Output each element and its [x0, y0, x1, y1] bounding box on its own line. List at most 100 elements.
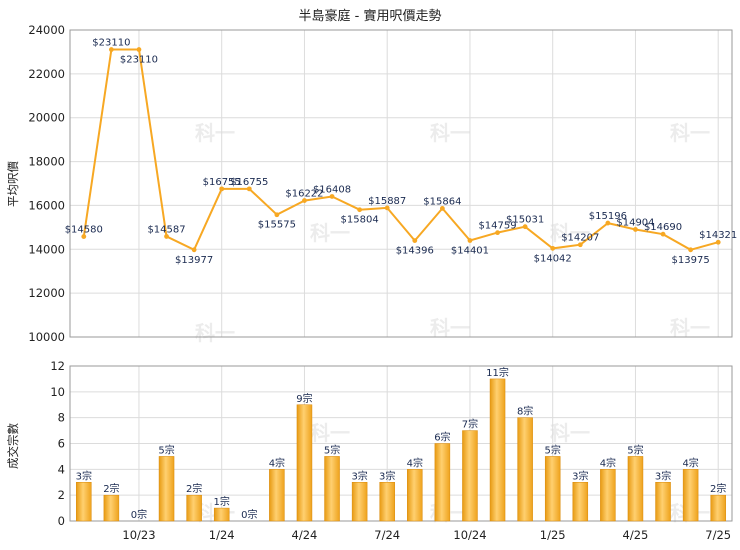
count-bar	[710, 494, 726, 522]
count-bar	[434, 443, 451, 522]
price-point	[357, 207, 363, 213]
price-point	[219, 186, 225, 192]
price-point-label: $15887	[368, 196, 406, 207]
price-point-label: $14587	[147, 224, 185, 235]
price-point	[329, 194, 335, 199]
count-panel-y-tick-label: 12	[50, 359, 65, 373]
price-panel-plot-frame	[69, 29, 733, 338]
price-panel-y-tick-label: 16000	[28, 198, 65, 212]
price-point	[522, 224, 528, 230]
price-point-label: $14690	[644, 222, 682, 233]
count-panel-y-tick-label: 10	[50, 385, 65, 399]
price-point	[412, 238, 418, 244]
price-point-label: $16222	[285, 189, 323, 200]
price-panel-y-tick-label: 20000	[28, 111, 65, 125]
price-axis-label: 平均呎價	[6, 161, 20, 207]
x-tick-label: 7/25	[705, 528, 731, 542]
marks-layer	[76, 47, 726, 522]
price-point-label: $15864	[423, 196, 461, 207]
count-bar-label: 4宗	[600, 456, 616, 469]
price-point-label: $15031	[506, 215, 544, 226]
count-bar-label: 0宗	[131, 508, 147, 521]
count-bar	[627, 456, 644, 522]
watermark-text: 科一	[195, 321, 235, 345]
price-point	[81, 234, 87, 239]
x-tick-label: 10/24	[453, 528, 486, 542]
price-point-label: $13975	[672, 255, 710, 266]
watermark-text: 科一	[195, 121, 235, 145]
count-bar	[462, 430, 478, 522]
price-panel-y-tick-label: 24000	[28, 23, 65, 37]
price-point	[108, 47, 114, 52]
price-point	[577, 242, 583, 248]
price-point-label: $16755	[230, 177, 268, 188]
price-panel-y-tick-label: 12000	[28, 286, 65, 300]
price-point	[384, 205, 390, 211]
count-bar-label: 3宗	[572, 469, 588, 482]
price-point-label: $14207	[561, 233, 599, 244]
count-bar	[572, 482, 589, 522]
watermark-text: 科一	[430, 316, 470, 340]
labels-layer: 10000 12000 14000 16000 18000 20000 22000 24000…	[28, 23, 737, 542]
count-bar	[296, 404, 313, 522]
price-point	[246, 186, 252, 192]
count-bar-label: 0宗	[241, 508, 257, 521]
price-point	[688, 247, 694, 253]
x-tick-label: 1/24	[209, 528, 235, 542]
count-bar-label: 4宗	[269, 456, 285, 469]
count-bar-label: 5宗	[324, 443, 340, 456]
price-point	[136, 47, 142, 52]
price-point	[715, 239, 721, 245]
count-bar-label: 2宗	[103, 482, 119, 495]
count-bar-label: 2宗	[186, 482, 202, 495]
price-point-label: $14904	[616, 217, 654, 228]
price-point-label: $14401	[451, 245, 489, 256]
price-point-label: $15804	[341, 215, 379, 226]
count-bar-label: 7宗	[462, 418, 478, 431]
count-bar	[682, 469, 699, 522]
watermark-text: 科一	[670, 121, 710, 145]
count-bar-label: 3宗	[379, 469, 395, 482]
chart-title: 半島豪庭 - 實用呎價走勢	[299, 8, 442, 24]
price-point-label: $15575	[258, 220, 296, 231]
watermark-text: 科一	[310, 421, 350, 445]
count-panel-y-tick-label: 6	[58, 437, 65, 451]
x-tick-label: 4/24	[292, 528, 318, 542]
price-point	[164, 234, 169, 239]
count-bar-label: 4宗	[407, 456, 423, 469]
count-bar	[517, 417, 533, 522]
count-panel-y-tick-label: 0	[58, 514, 65, 528]
x-tick-label: 7/24	[374, 528, 400, 542]
price-point	[439, 206, 445, 211]
count-bar-label: 6宗	[434, 431, 450, 444]
price-point-label: $14759	[478, 221, 516, 232]
price-point-label: $23110	[120, 55, 158, 66]
count-bar	[407, 469, 423, 522]
x-tick-label: 4/25	[623, 528, 649, 542]
watermark-text: 科一	[310, 221, 350, 245]
price-point-label: $16408	[313, 184, 351, 195]
count-bar-label: 11宗	[486, 366, 509, 379]
price-point	[605, 220, 611, 226]
count-bar-label: 1宗	[214, 495, 230, 508]
price-panel-y-tick-label: 10000	[28, 330, 65, 344]
count-bar-label: 3宗	[655, 469, 671, 482]
price-series-line	[82, 48, 719, 252]
count-bar-label: 5宗	[545, 443, 561, 456]
price-point-label: $14321	[699, 230, 737, 241]
price-point-label: $15196	[589, 211, 627, 222]
count-bar	[600, 469, 616, 522]
price-point	[633, 227, 638, 232]
grid-layer	[69, 29, 733, 522]
count-bar-label: 9宗	[296, 392, 312, 405]
count-bar-label: 3宗	[351, 469, 367, 482]
count-bar-label: 2宗	[710, 482, 726, 495]
count-panel-y-tick-label: 4	[58, 462, 65, 476]
price-point-label: $23110	[92, 38, 130, 49]
price-point-label: $16755	[203, 177, 241, 188]
count-bar-label: 4宗	[682, 456, 698, 469]
price-panel-y-tick-label: 22000	[28, 67, 65, 81]
count-bar-label: 5宗	[627, 443, 643, 456]
watermark-text: 科一	[670, 316, 710, 340]
